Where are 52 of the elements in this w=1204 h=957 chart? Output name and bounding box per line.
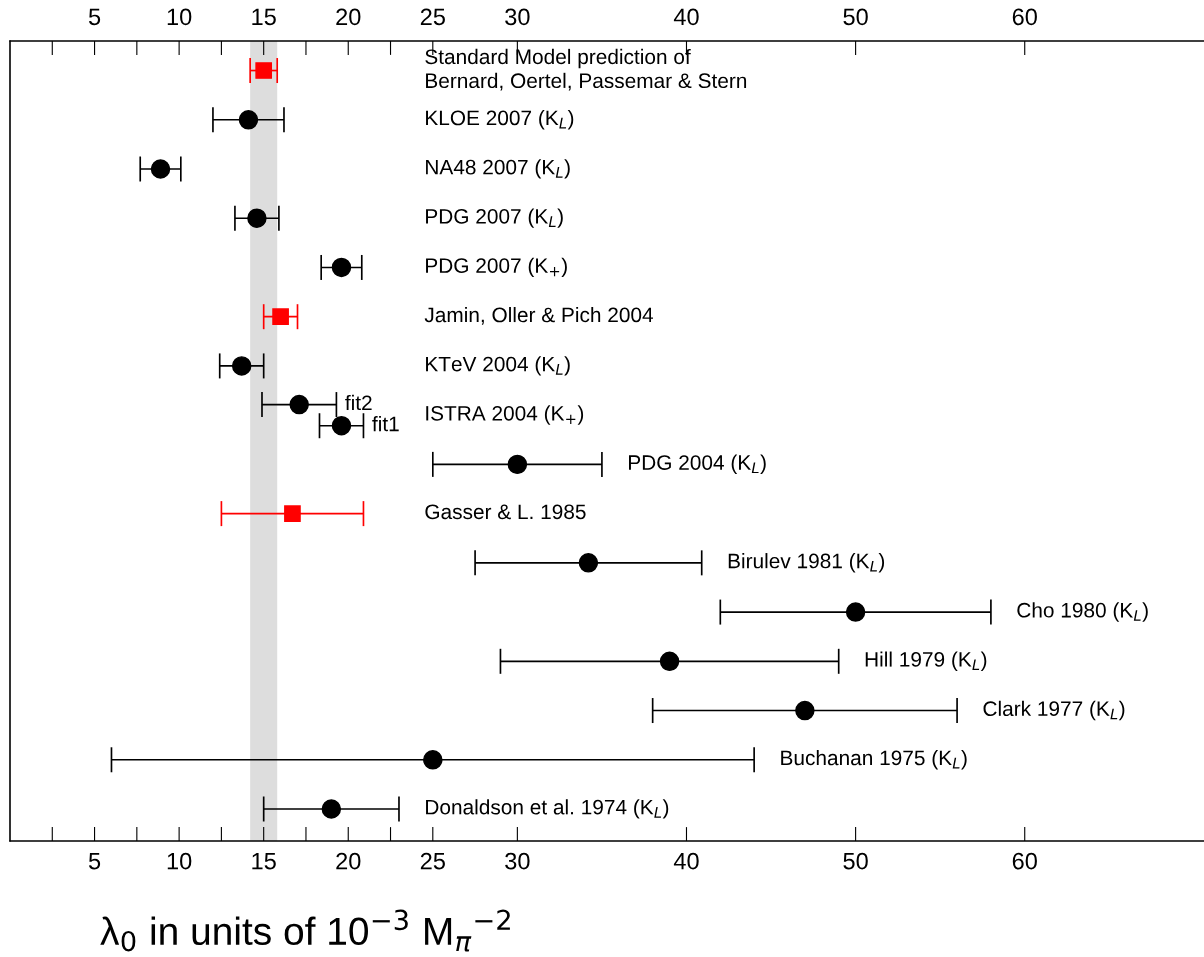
x-axis-title: λ$_{0}$ in units of 10$^{−3}$ M$_{π}$$^{−2}$ bbox=[100, 909, 510, 952]
x2-tick-label: 50 bbox=[843, 8, 868, 26]
x2-tick-label: 10 bbox=[167, 8, 192, 26]
point bbox=[659, 651, 680, 672]
y-tick-label: KTeV 2004 (K$_{L}$) bbox=[426, 356, 570, 376]
x-tick-label: 25 bbox=[420, 852, 445, 870]
point bbox=[331, 257, 352, 278]
x-tick-label: 20 bbox=[336, 852, 361, 870]
y-tick-label: PDG 2007 (K$_{+}$) bbox=[426, 257, 567, 278]
x2-tick-label: 40 bbox=[673, 8, 699, 26]
y-tick-label: KLOE 2007 (K$_{L}$) bbox=[426, 109, 574, 130]
x-tick-label: 40 bbox=[673, 852, 699, 870]
x2-tick-label: 25 bbox=[420, 8, 445, 26]
x-tick-label: 5 bbox=[88, 852, 101, 870]
x2-tick-label: 15 bbox=[252, 8, 276, 26]
point bbox=[238, 110, 259, 130]
x-tick-label: 60 bbox=[1012, 852, 1037, 870]
point bbox=[845, 602, 866, 622]
y-tick-label: Standard Model prediction of Bernard, Oertel, Passemar & Stern bbox=[425, 48, 747, 91]
point bbox=[507, 454, 528, 475]
x2-tick-label: 20 bbox=[336, 8, 361, 26]
point bbox=[321, 799, 342, 819]
y-tick-label: Clark 1977 (K$_{L}$) bbox=[983, 700, 1125, 721]
series-label: fit1 bbox=[372, 416, 399, 432]
y-tick-label: Buchanan 1975 (K$_{L}$) bbox=[781, 749, 967, 770]
x-tick-label: 30 bbox=[505, 852, 530, 870]
series-label: fit2 bbox=[345, 394, 372, 411]
y-tick-label: Birulev 1981 (K$_{L}$) bbox=[728, 553, 885, 573]
point bbox=[255, 62, 273, 79]
point bbox=[272, 308, 289, 326]
point bbox=[795, 700, 815, 721]
y-tick-label: PDG 2007 (K$_{L}$) bbox=[426, 208, 563, 228]
point bbox=[423, 750, 443, 770]
y-tick-label: Jamin, Oller & Pich 2004 bbox=[424, 306, 654, 325]
x-tick-label: 15 bbox=[252, 852, 276, 870]
y-tick-label: Hill 1979 (K$_{L}$) bbox=[865, 651, 987, 671]
point bbox=[284, 505, 301, 522]
y-tick-label: Gasser & L. 1985 bbox=[425, 504, 586, 520]
point bbox=[247, 208, 267, 228]
y-tick-label: Cho 1980 (K$_{L}$) bbox=[1017, 602, 1148, 622]
x-tick-label: 50 bbox=[843, 852, 868, 870]
point bbox=[578, 553, 599, 573]
point bbox=[150, 159, 171, 179]
y-tick-label: NA48 2007 (K$_{L}$) bbox=[426, 159, 570, 179]
x2-tick-label: 5 bbox=[88, 8, 101, 26]
y-tick-label: ISTRA 2004 (K$_{+}$) bbox=[426, 405, 584, 425]
x2-tick-label: 30 bbox=[505, 8, 530, 26]
y-tick-label: Donaldson et al. 1974 (K$_{L}$) bbox=[426, 799, 669, 819]
x2-tick-label: 60 bbox=[1012, 8, 1037, 26]
y-tick-label: PDG 2004 (K$_{L}$) bbox=[629, 454, 766, 474]
point bbox=[231, 356, 252, 376]
x-tick-label: 10 bbox=[167, 852, 192, 870]
